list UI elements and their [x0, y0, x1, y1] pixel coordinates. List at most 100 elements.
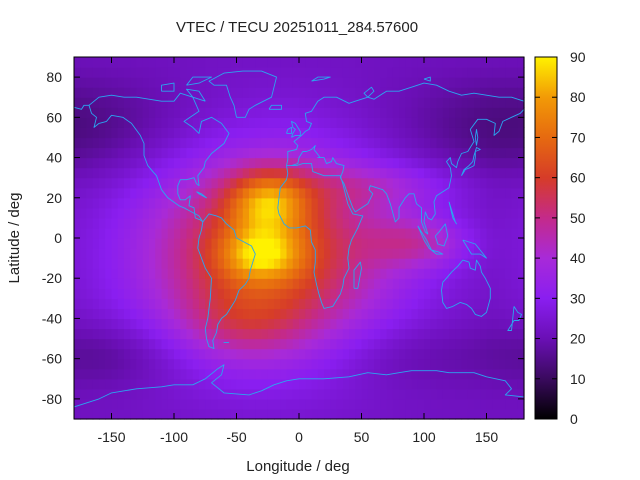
heatmap-cell	[505, 318, 513, 330]
heatmap-cell	[249, 67, 256, 78]
heatmap-cell	[242, 157, 250, 169]
heatmap-cell	[230, 318, 238, 330]
heatmap-cell	[305, 328, 313, 340]
heatmap-cell	[361, 107, 369, 118]
heatmap-cell	[86, 408, 94, 420]
heatmap-cell	[449, 328, 456, 340]
heatmap-cell	[392, 77, 400, 88]
heatmap-cell	[305, 137, 313, 149]
heatmap-cell	[392, 57, 400, 68]
heatmap-cell	[99, 398, 106, 410]
heatmap-cell	[480, 378, 488, 390]
heatmap-cell	[386, 328, 394, 340]
heatmap-cell	[455, 107, 463, 118]
heatmap-cell	[292, 187, 300, 199]
heatmap-cell	[136, 388, 144, 400]
heatmap-cell	[142, 268, 150, 279]
heatmap-cell	[442, 408, 450, 420]
heatmap-cell	[342, 388, 350, 400]
heatmap-cell	[86, 308, 94, 320]
heatmap-cell	[467, 268, 475, 279]
heatmap-cell	[92, 238, 100, 249]
heatmap-cell	[186, 328, 194, 340]
heatmap-cell	[467, 87, 475, 98]
heatmap-cell	[292, 318, 300, 330]
heatmap-cell	[174, 308, 181, 320]
heatmap-cell	[255, 87, 263, 98]
heatmap-cell	[74, 368, 81, 380]
heatmap-cell	[430, 167, 438, 179]
heatmap-cell	[274, 398, 281, 410]
heatmap-cell	[230, 288, 238, 299]
heatmap-cell	[330, 378, 338, 390]
heatmap-cell	[349, 318, 356, 330]
heatmap-cell	[117, 77, 125, 88]
heatmap-cell	[292, 388, 300, 400]
heatmap-cell	[167, 348, 175, 360]
heatmap-cell	[511, 358, 519, 370]
heatmap-cell	[442, 167, 450, 179]
heatmap-cell	[330, 137, 338, 149]
heatmap-cell	[211, 207, 219, 219]
heatmap-cell	[492, 308, 500, 320]
heatmap-cell	[399, 187, 406, 199]
heatmap-cell	[486, 348, 494, 360]
heatmap-cell	[317, 117, 325, 128]
heatmap-cell	[486, 167, 494, 179]
heatmap-cell	[105, 258, 113, 269]
heatmap-cell	[324, 258, 331, 269]
heatmap-cell	[217, 398, 225, 410]
heatmap-cell	[117, 308, 125, 320]
heatmap-cell	[236, 308, 244, 320]
heatmap-cell	[255, 248, 263, 259]
heatmap-cell	[105, 217, 113, 229]
heatmap-cell	[274, 388, 281, 400]
heatmap-cell	[392, 338, 400, 350]
heatmap-cell	[136, 328, 144, 340]
heatmap-cell	[274, 157, 281, 169]
heatmap-cell	[92, 217, 100, 229]
heatmap-cell	[280, 107, 288, 118]
heatmap-cell	[130, 398, 138, 410]
heatmap-cell	[267, 378, 275, 390]
heatmap-cell	[399, 248, 406, 259]
heatmap-cell	[217, 378, 225, 390]
heatmap-cell	[417, 318, 425, 330]
heatmap-cell	[399, 278, 406, 289]
heatmap-cell	[436, 258, 444, 269]
heatmap-cell	[161, 238, 169, 249]
heatmap-cell	[499, 227, 506, 239]
heatmap-cell	[249, 217, 256, 229]
heatmap-cell	[486, 77, 494, 88]
heatmap-cell	[455, 248, 463, 259]
heatmap-cell	[292, 298, 300, 309]
heatmap-cell	[199, 137, 206, 149]
heatmap-cell	[86, 368, 94, 380]
heatmap-cell	[442, 87, 450, 98]
heatmap-cell	[86, 147, 94, 159]
heatmap-cell	[317, 137, 325, 149]
heatmap-cell	[199, 398, 206, 410]
heatmap-cell	[174, 338, 181, 350]
heatmap-cell	[405, 308, 413, 320]
heatmap-cell	[442, 278, 450, 289]
heatmap-cell	[361, 288, 369, 299]
heatmap-cell	[92, 338, 100, 350]
heatmap-cell	[367, 207, 375, 219]
heatmap-cell	[286, 87, 294, 98]
heatmap-cell	[336, 308, 344, 320]
heatmap-cell	[455, 117, 463, 128]
heatmap-cell	[336, 157, 344, 169]
heatmap-cell	[80, 157, 88, 169]
heatmap-cell	[111, 408, 119, 420]
heatmap-cell	[180, 238, 188, 249]
heatmap-cell	[499, 167, 506, 179]
heatmap-cell	[174, 298, 181, 309]
heatmap-cell	[99, 388, 106, 400]
heatmap-cell	[305, 87, 313, 98]
heatmap-cell	[467, 258, 475, 269]
heatmap-cell	[186, 318, 194, 330]
y-axis-label: Latitude / deg	[6, 193, 23, 284]
heatmap-cell	[311, 117, 319, 128]
heatmap-cell	[261, 268, 269, 279]
